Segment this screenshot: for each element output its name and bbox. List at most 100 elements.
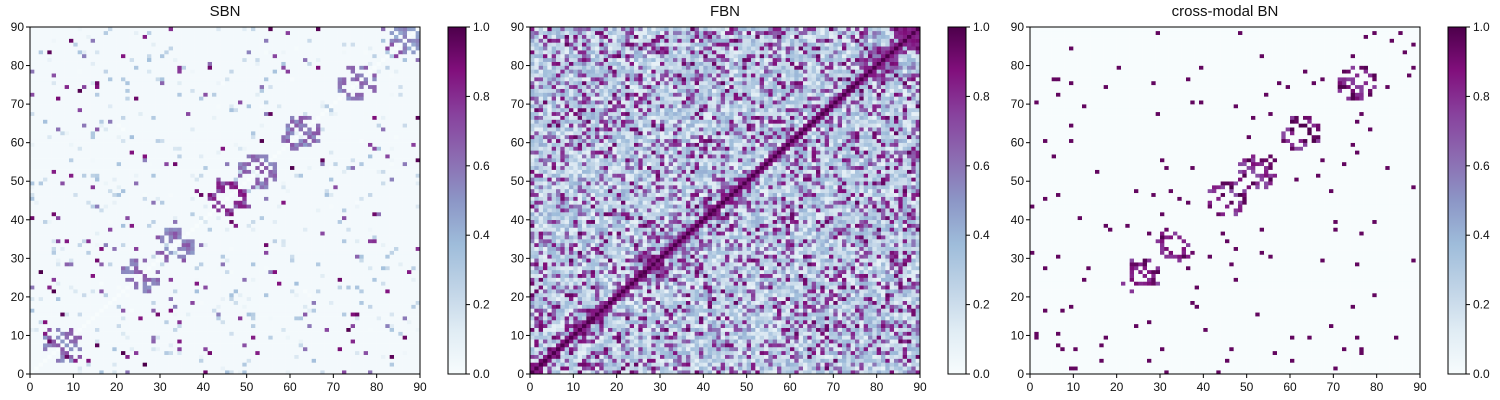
heatmap-cell: [390, 312, 395, 316]
heatmap-cell: [238, 274, 243, 278]
heatmap-cell: [368, 351, 373, 355]
heatmap-cell: [95, 239, 100, 243]
heatmap-cell: [229, 208, 234, 212]
heatmap-cell: [320, 189, 325, 193]
heatmap-cell: [381, 212, 386, 216]
heatmap-cell: [69, 212, 74, 216]
heatmap-cell: [73, 212, 78, 216]
heatmap-cell: [47, 193, 52, 197]
heatmap-cell: [333, 166, 338, 170]
heatmap-cell: [143, 362, 148, 366]
heatmap-cell: [117, 351, 122, 355]
heatmap-cell: [164, 181, 169, 185]
heatmap-cell: [43, 231, 48, 235]
heatmap-cell: [65, 278, 70, 282]
heatmap-cell: [299, 216, 304, 220]
heatmap-cell: [56, 158, 61, 162]
heatmap-cell: [411, 266, 416, 270]
heatmap-cell: [372, 258, 377, 262]
heatmap-cell: [390, 247, 395, 251]
heatmap-cell: [112, 208, 117, 212]
heatmap-cell: [199, 289, 204, 293]
heatmap-cell: [208, 251, 213, 255]
heatmap-cell: [73, 224, 78, 228]
heatmap-cell: [108, 312, 113, 316]
heatmap-cell: [316, 177, 321, 181]
heatmap-cell: [177, 197, 182, 201]
heatmap-cell: [229, 201, 234, 205]
heatmap-cell: [307, 254, 312, 258]
heatmap-cell: [60, 324, 65, 328]
heatmap-cell: [372, 212, 377, 216]
heatmap-cell: [329, 204, 334, 208]
heatmap-cell: [286, 201, 291, 205]
heatmap-cell: [99, 251, 104, 255]
heatmap-cell: [307, 220, 312, 224]
heatmap-cell: [346, 301, 351, 305]
heatmap-cell: [112, 177, 117, 181]
heatmap-cell: [173, 351, 178, 355]
heatmap-cell: [355, 355, 360, 359]
heatmap-cell: [121, 339, 126, 343]
heatmap-cell: [407, 251, 412, 255]
heatmap-cell: [247, 185, 252, 189]
heatmap-cell: [260, 231, 265, 235]
heatmap-cell: [351, 320, 356, 324]
heatmap-cell: [112, 274, 117, 278]
heatmap-cell: [82, 266, 87, 270]
heatmap-cell: [329, 293, 334, 297]
heatmap-cell: [121, 197, 126, 201]
heatmap-cell: [95, 220, 100, 224]
heatmap-cell: [151, 235, 156, 239]
heatmap-cell: [108, 320, 113, 324]
heatmap-cell: [203, 305, 208, 309]
heatmap-cell: [82, 312, 87, 316]
heatmap-cell: [299, 193, 304, 197]
heatmap-cell: [117, 285, 122, 289]
heatmap-cell: [394, 201, 399, 205]
heatmap-cell: [195, 347, 200, 351]
heatmap-cell: [286, 301, 291, 305]
heatmap-cell: [225, 189, 230, 193]
heatmap-cell: [208, 212, 213, 216]
heatmap-cell: [216, 328, 221, 332]
heatmap-cell: [290, 216, 295, 220]
heatmap-cell: [238, 224, 243, 228]
heatmap-cell: [190, 220, 195, 224]
heatmap-cell: [104, 278, 109, 282]
heatmap-cell: [164, 316, 169, 320]
heatmap-cell: [47, 335, 52, 339]
heatmap-cell: [99, 274, 104, 278]
heatmap-cell: [303, 189, 308, 193]
heatmap-cell: [242, 254, 247, 258]
heatmap-cell: [43, 162, 48, 166]
heatmap-cell: [182, 185, 187, 189]
heatmap-cell: [34, 266, 39, 270]
heatmap-cell: [138, 339, 143, 343]
heatmap-cell: [312, 281, 317, 285]
heatmap-cell: [359, 201, 364, 205]
heatmap-cell: [377, 201, 382, 205]
heatmap-cell: [169, 243, 174, 247]
heatmap-cell: [368, 235, 373, 239]
heatmap-cell: [52, 162, 57, 166]
heatmap-cell: [99, 204, 104, 208]
heatmap-cell: [69, 305, 74, 309]
heatmap-cell: [52, 258, 57, 262]
heatmap-cell: [359, 177, 364, 181]
heatmap-cell: [104, 289, 109, 293]
heatmap-cell: [112, 220, 117, 224]
heatmap-cell: [281, 224, 286, 228]
heatmap-cell: [234, 224, 239, 228]
heatmap-cell: [47, 177, 52, 181]
heatmap-cell: [299, 301, 304, 305]
heatmap-cell: [60, 359, 65, 363]
heatmap-cell: [273, 185, 278, 189]
heatmap-cell: [247, 162, 252, 166]
heatmap-cell: [338, 235, 343, 239]
heatmap-cell: [143, 177, 148, 181]
heatmap-cell: [121, 216, 126, 220]
heatmap-cell: [398, 177, 403, 181]
heatmap-cell: [125, 262, 130, 266]
